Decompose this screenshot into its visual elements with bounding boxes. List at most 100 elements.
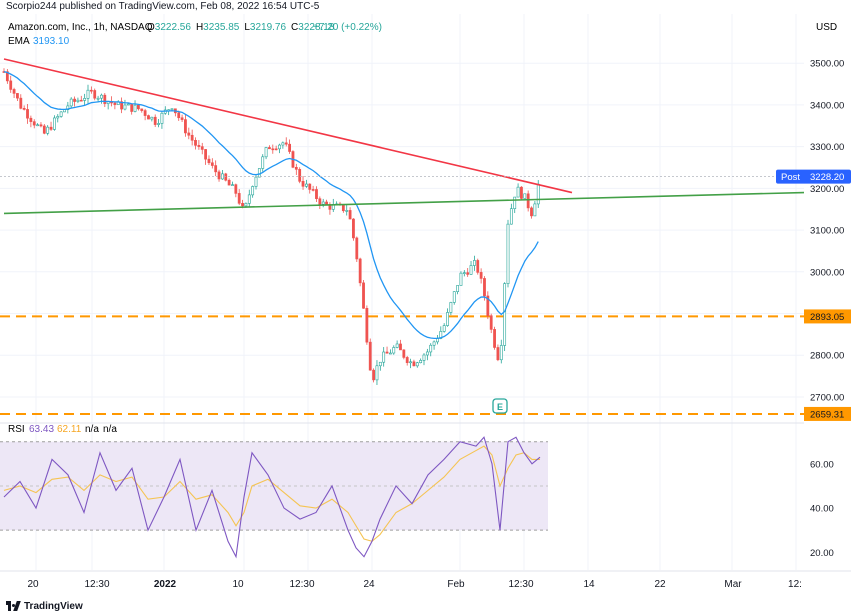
- time-axis[interactable]: 20 12:30 2022 10 12:30 24 Feb 12:30 14 22 Mar 12:: [27, 579, 802, 590]
- candle-body: [59, 111, 63, 117]
- ohlc-value-L: 3219.76: [250, 22, 287, 33]
- candle-body: [251, 186, 255, 196]
- candle-body: [298, 169, 302, 182]
- candle-body: [365, 307, 369, 343]
- candle-body: [69, 98, 73, 107]
- candle-body: [234, 184, 238, 194]
- candle-body: [271, 148, 275, 151]
- candle-body: [83, 98, 87, 101]
- candle-body: [261, 156, 265, 169]
- candle-body: [516, 186, 520, 198]
- candle-body: [321, 201, 325, 205]
- chart-area[interactable]: E 3500.00 3400.00 3300.00 3200.00 3100.00 300…: [0, 14, 851, 598]
- candle-body: [73, 98, 76, 102]
- candle-body: [311, 189, 315, 191]
- time-tick-label: 22: [654, 579, 666, 590]
- candle-body: [26, 109, 29, 119]
- candlesticks: [2, 68, 540, 385]
- candle-body: [509, 208, 513, 225]
- candle-body: [436, 338, 439, 343]
- candle-body: [415, 362, 419, 367]
- candle-body: [264, 147, 268, 158]
- candle-body: [120, 101, 124, 110]
- candle-body: [214, 165, 218, 173]
- earnings-marker[interactable]: E: [492, 398, 508, 414]
- candle-body: [157, 123, 160, 125]
- price-tick-label: 3000.00: [810, 267, 844, 278]
- rsi-tick-label: 20.00: [810, 548, 834, 559]
- candle-body: [153, 116, 157, 125]
- candle-body: [469, 265, 473, 275]
- candle-body: [16, 93, 19, 99]
- candle-body: [362, 282, 365, 309]
- time-tick-label: 24: [363, 579, 375, 590]
- candle-body: [86, 89, 90, 99]
- candle-body: [425, 351, 429, 356]
- candle-body: [197, 145, 201, 147]
- candle-body: [237, 193, 241, 204]
- candle-body: [315, 189, 318, 200]
- candle-body: [177, 112, 181, 119]
- time-tick-label: 12:: [788, 579, 802, 590]
- candle-body: [489, 315, 493, 330]
- candle-body: [385, 351, 389, 354]
- time-tick-label: Feb: [447, 579, 465, 590]
- post-price-value: 3228.20: [810, 172, 844, 183]
- price-tick-label: 2800.00: [810, 351, 844, 362]
- price-tick-label: 3500.00: [810, 59, 844, 70]
- candle-body: [533, 203, 537, 217]
- candle-body: [281, 142, 285, 146]
- time-tick-label: 2022: [154, 579, 177, 590]
- candle-body: [217, 171, 221, 180]
- change-value: +7.20 (+0.22%): [313, 22, 382, 33]
- candle-body: [372, 369, 376, 381]
- candle-body: [207, 158, 211, 164]
- ema-line[interactable]: [3, 71, 539, 340]
- candle-body: [402, 349, 406, 358]
- red-trendline[interactable]: [3, 58, 573, 194]
- candle-body: [294, 166, 298, 170]
- earnings-icon[interactable]: [492, 398, 508, 414]
- candle-body: [392, 347, 396, 354]
- ohlc-label-L: L: [244, 22, 250, 33]
- price-pane[interactable]: [0, 14, 804, 422]
- candle-body: [325, 201, 328, 205]
- candle-body: [439, 331, 443, 339]
- publisher-bar: Scorpio244 published on TradingView.com,…: [0, 0, 851, 14]
- green-trendline[interactable]: [3, 191, 805, 215]
- tradingview-brand: TradingView: [24, 600, 83, 612]
- ohlc-label-O: O: [147, 22, 155, 33]
- ema-value: 3193.10: [33, 36, 70, 47]
- candle-body: [526, 193, 530, 209]
- rsi-value-1: 63.43: [29, 424, 54, 435]
- candle-body: [405, 357, 409, 363]
- candle-body: [449, 302, 453, 313]
- time-tick-label: 12:30: [289, 579, 314, 590]
- price-axis[interactable]: [804, 14, 851, 584]
- candle-body: [399, 343, 402, 351]
- candle-body: [103, 94, 107, 104]
- candle-body: [9, 80, 13, 90]
- candle-body: [523, 193, 527, 199]
- candle-body: [422, 354, 426, 361]
- candle-body: [257, 168, 261, 178]
- ohlc-label-H: H: [196, 22, 203, 33]
- candle-body: [170, 108, 174, 111]
- candle-body: [210, 162, 214, 166]
- price-axis-ticks: 3500.00 3400.00 3300.00 3200.00 3100.00 3000.…: [810, 59, 844, 404]
- rsi-ma-line[interactable]: [3, 445, 540, 542]
- ohlc-value-C: 3228.18: [298, 22, 335, 33]
- price-axis-labels: Post 3228.20 2893.05 2659.31: [776, 169, 851, 421]
- candle-body: [274, 148, 278, 151]
- candle-body: [5, 71, 9, 82]
- candle-body: [486, 295, 490, 317]
- candle-body: [395, 343, 399, 348]
- candle-body: [442, 325, 446, 332]
- rsi-axis-ticks: 60.00 40.00 20.00: [810, 459, 834, 558]
- candle-body: [49, 126, 53, 130]
- rsi-line[interactable]: [3, 436, 541, 559]
- candle-body: [278, 144, 281, 150]
- candle-body: [378, 361, 382, 367]
- time-tick-label: 10: [232, 579, 244, 590]
- time-tick-label: 14: [583, 579, 595, 590]
